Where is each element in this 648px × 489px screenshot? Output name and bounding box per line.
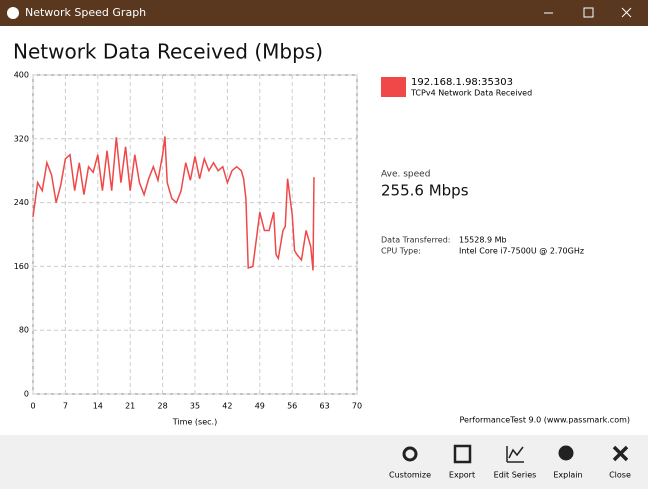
- toolbar: [0, 435, 648, 489]
- maximize[interactable]: [583, 7, 594, 18]
- legend-swatch: [381, 77, 406, 97]
- close-icon: [612, 445, 629, 462]
- toolbar-icons: [402, 444, 629, 464]
- stat-label: CPU Type:: [381, 247, 421, 256]
- close-window[interactable]: [621, 7, 632, 18]
- x-tick-label: 21: [125, 402, 135, 411]
- y-tick-label: 400: [14, 71, 29, 80]
- x-tick-label: 70: [352, 402, 362, 411]
- stat-value: 15528.9 Mb: [459, 236, 507, 245]
- y-tick-label: 160: [14, 262, 29, 271]
- toolbar-button[interactable]: Export: [449, 471, 475, 480]
- window-title: Network Speed Graph: [25, 6, 146, 19]
- customize-icon: [402, 446, 418, 462]
- avg-label: Ave. speed: [381, 170, 430, 180]
- x-tick-label: 0: [30, 402, 35, 411]
- legend-entry: 192.168.1.98:35303: [411, 77, 513, 88]
- legend-subtitle: TCPv4 Network Data Received: [410, 89, 532, 98]
- explain-icon: [558, 445, 574, 461]
- plot-frame: [32, 74, 358, 395]
- title-bar: [0, 0, 648, 26]
- x-tick-label: 14: [93, 402, 103, 411]
- export-icon: [453, 444, 472, 464]
- toolbar-button[interactable]: Edit Series: [494, 471, 537, 480]
- toolbar-button[interactable]: Close: [609, 471, 631, 480]
- data-line: [32, 136, 315, 271]
- x-axis-label: Time (sec.): [172, 418, 217, 427]
- x-tick-label: 7: [63, 402, 68, 411]
- app-icon: [7, 7, 19, 19]
- x-tick-label: 63: [320, 402, 330, 411]
- y-tick-label: 320: [14, 134, 29, 143]
- x-tick-label: 49: [255, 402, 265, 411]
- stat-value: Intel Core i7-7500U @ 2.70GHz: [459, 247, 584, 256]
- x-tick-label: 35: [190, 402, 200, 411]
- stat-label: Data Transferred:: [381, 236, 450, 245]
- y-tick-label: 240: [14, 198, 29, 207]
- credit: PerformanceTest 9.0 (www.passmark.com): [460, 416, 631, 425]
- edit-series-icon: [506, 446, 524, 463]
- x-tick-label: 42: [222, 402, 232, 411]
- toolbar-button[interactable]: Explain: [553, 471, 582, 480]
- avg-value: 255.6 Mbps: [381, 182, 469, 200]
- toolbar-button[interactable]: Customize: [389, 471, 431, 480]
- x-tick-label: 56: [287, 402, 297, 411]
- y-tick-label: 80: [19, 326, 29, 335]
- y-tick-label: 0: [24, 390, 29, 399]
- chart-title: Network Data Received (Mbps): [13, 40, 323, 64]
- x-tick-label: 28: [158, 402, 168, 411]
